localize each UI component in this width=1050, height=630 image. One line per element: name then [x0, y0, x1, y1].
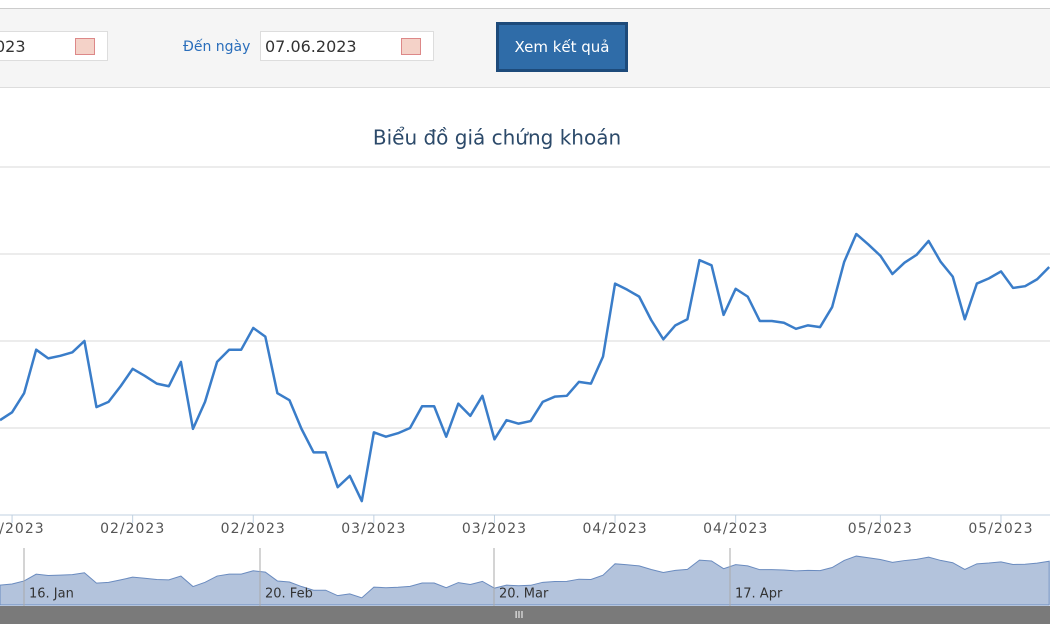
navigator-label: 17. Apr — [735, 587, 783, 602]
x-tick-label: 04/2023 — [582, 521, 647, 537]
from-date-input[interactable]: 023 — [0, 31, 108, 61]
scrollbar[interactable] — [0, 606, 1050, 624]
navigator-area — [0, 555, 1050, 606]
filter-bar: 023 Đến ngày 07.06.2023 Xem kết quả — [0, 8, 1050, 88]
x-tick-label: 02/2023 — [100, 521, 165, 537]
x-tick-label: 04/2023 — [703, 521, 768, 537]
chart-title: Biểu đồ giá chứng khoán — [373, 126, 621, 150]
submit-button[interactable]: Xem kết quả — [496, 22, 628, 72]
navigator-label: 16. Jan — [29, 587, 74, 602]
x-tick-label: 03/2023 — [341, 521, 406, 537]
x-tick-label: 05/2023 — [848, 521, 913, 537]
calendar-icon[interactable] — [75, 38, 95, 55]
calendar-icon[interactable] — [401, 38, 421, 55]
x-tick-label: 03/2023 — [462, 521, 527, 537]
price-line — [0, 232, 1050, 503]
to-label: Đến ngày — [183, 39, 251, 55]
x-tick-label: 01/2023 — [0, 521, 45, 537]
to-date-input[interactable]: 07.06.2023 — [260, 31, 434, 61]
from-date: 023 — [0, 37, 26, 56]
x-tick-label: 05/2023 — [968, 521, 1033, 537]
navigator-label: 20. Feb — [265, 587, 313, 602]
navigator-label: 20. Mar — [499, 587, 549, 602]
x-tick-label: 02/2023 — [221, 521, 286, 537]
scrollbar-grip: III — [515, 610, 524, 621]
to-date: 07.06.2023 — [265, 37, 357, 56]
